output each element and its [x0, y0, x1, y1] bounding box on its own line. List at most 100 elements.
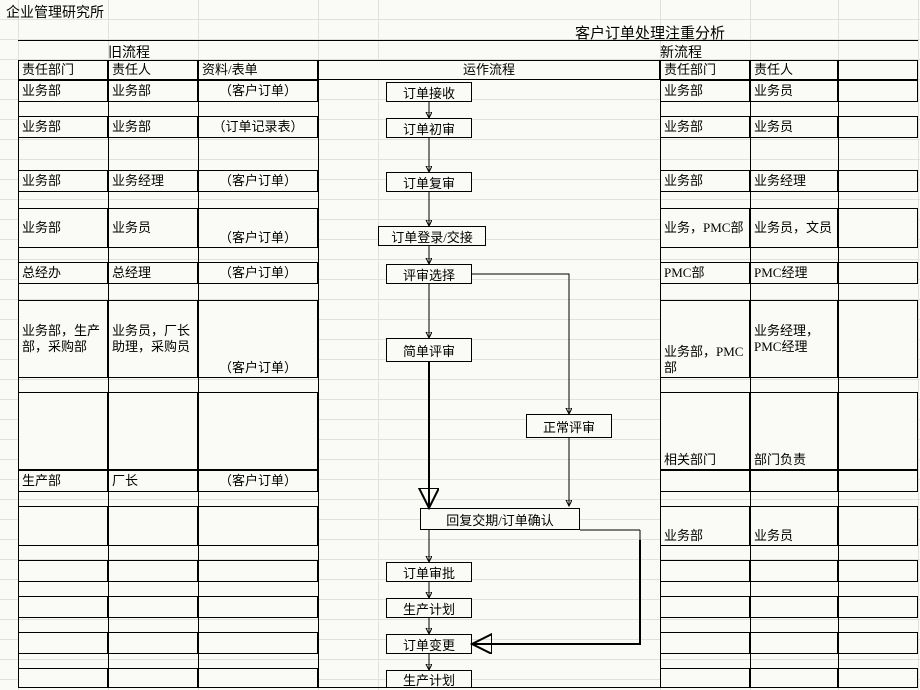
hdr-doc-label: 资料/表单	[202, 62, 258, 78]
r4-doc: （客户订单）	[198, 208, 318, 248]
r9-dept2: 业务部	[660, 506, 750, 546]
r11-doc	[198, 596, 318, 618]
r3-dept: 业务部	[18, 170, 108, 192]
r13-person	[108, 668, 198, 688]
r4-person-t: 业务员	[112, 220, 151, 236]
r8-person2	[750, 470, 838, 492]
r8-blank	[838, 470, 918, 492]
r5-person2-t: PMC经理	[754, 265, 807, 281]
page-title: 企业管理研究所	[6, 2, 104, 22]
r5-dept2: PMC部	[660, 262, 750, 284]
flow-n11-t: 订单变更	[403, 635, 455, 654]
r3-person2: 业务经理	[750, 170, 838, 192]
flow-n1: 订单接收	[386, 82, 472, 102]
r1-dept2: 业务部	[660, 80, 750, 102]
r4-blank	[838, 208, 918, 248]
r2-dept-t: 业务部	[22, 119, 61, 135]
flow-n3: 订单复审	[386, 172, 472, 192]
r4-person2-t: 业务员，文员	[754, 220, 832, 236]
r11-dept	[18, 596, 108, 618]
r10-dept2	[660, 560, 750, 582]
r6-person-t: 业务员，厂长助理，采购员	[112, 323, 194, 356]
r7-dept2-t: 相关部门	[664, 452, 716, 468]
r4-dept: 业务部	[18, 208, 108, 248]
r2-dept: 业务部	[18, 116, 108, 138]
flow-n2: 订单初审	[386, 118, 472, 138]
section-old-label: 旧流程	[108, 42, 150, 62]
r6-doc: （客户订单）	[198, 300, 318, 378]
vline-c3	[318, 60, 319, 688]
r2-person2: 业务员	[750, 116, 838, 138]
r5-person: 总经理	[108, 262, 198, 284]
r2-doc: （订单记录表）	[198, 116, 318, 138]
r5-doc-t: （客户订单）	[219, 265, 297, 281]
flow-n2-t: 订单初审	[403, 119, 455, 138]
r9-dept2-t: 业务部	[664, 528, 703, 544]
r6-person2-t: 业务经理，PMC经理	[754, 323, 834, 356]
r6-doc-t: （客户订单）	[219, 360, 297, 376]
r7-person	[108, 392, 198, 470]
r6-dept2: 业务部，PMC部	[660, 300, 750, 378]
r11-person	[108, 596, 198, 618]
r1-person: 业务部	[108, 80, 198, 102]
flow-n11: 订单变更	[386, 634, 472, 654]
flow-n10-t: 生产计划	[403, 599, 455, 618]
r4-person: 业务员	[108, 208, 198, 248]
r2-person: 业务部	[108, 116, 198, 138]
r12-doc	[198, 632, 318, 654]
flow-n4: 订单登录/交接	[378, 226, 486, 246]
r7-dept2: 相关部门	[660, 392, 750, 470]
r9-person2: 业务员	[750, 506, 838, 546]
r5-person-t: 总经理	[112, 265, 151, 281]
r1-doc: （客户订单）	[198, 80, 318, 102]
flow-n4-t: 订单登录/交接	[391, 227, 473, 246]
r1-person2-t: 业务员	[754, 83, 793, 99]
r13-person2	[750, 668, 838, 688]
flow-n8: 回复交期/订单确认	[420, 508, 580, 530]
r4-dept-t: 业务部	[22, 220, 61, 236]
r1-doc-t: （客户订单）	[219, 83, 297, 99]
r13-dept2	[660, 668, 750, 688]
r9-dept	[18, 506, 108, 546]
flow-n6: 简单评审	[386, 338, 472, 362]
r12-blank	[838, 632, 918, 654]
r8-dept: 生产部	[18, 470, 108, 492]
hdr-doc: 资料/表单	[198, 60, 318, 80]
r2-blank	[838, 116, 918, 138]
r2-dept2: 业务部	[660, 116, 750, 138]
r1-person2: 业务员	[750, 80, 838, 102]
r11-blank	[838, 596, 918, 618]
hdr-dept2: 责任部门	[660, 60, 750, 80]
r7-doc	[198, 392, 318, 470]
r12-person	[108, 632, 198, 654]
r13-dept	[18, 668, 108, 688]
r4-dept2-t: 业务，PMC部	[664, 220, 743, 236]
r9-person2-t: 业务员	[754, 528, 793, 544]
r6-person2: 业务经理，PMC经理	[750, 300, 838, 378]
r10-dept	[18, 560, 108, 582]
r3-person: 业务经理	[108, 170, 198, 192]
r3-doc-t: （客户订单）	[219, 173, 297, 189]
r6-dept: 业务部，生产部，采购部	[18, 300, 108, 378]
flow-n12: 生产计划	[386, 670, 472, 688]
flow-n7-t: 正常评审	[543, 417, 595, 436]
r3-dept2-t: 业务部	[664, 173, 703, 189]
r2-person-t: 业务部	[112, 119, 151, 135]
r1-person-t: 业务部	[112, 83, 151, 99]
hdr-person-label: 责任人	[112, 62, 151, 78]
r7-person2: 部门负责	[750, 392, 838, 470]
flow-n9: 订单审批	[386, 562, 472, 582]
r5-dept-t: 总经办	[22, 265, 61, 281]
r8-dept2	[660, 470, 750, 492]
flow-n7: 正常评审	[526, 414, 612, 438]
flow-n3-t: 订单复审	[403, 173, 455, 192]
r12-dept	[18, 632, 108, 654]
r1-blank	[838, 80, 918, 102]
r5-person2: PMC经理	[750, 262, 838, 284]
r8-dept-t: 生产部	[22, 473, 61, 489]
r5-dept2-t: PMC部	[664, 265, 704, 281]
r2-person2-t: 业务员	[754, 119, 793, 135]
r9-doc	[198, 506, 318, 546]
hdr-dept2-label: 责任部门	[664, 62, 716, 78]
r6-dept2-t: 业务部，PMC部	[664, 344, 746, 377]
